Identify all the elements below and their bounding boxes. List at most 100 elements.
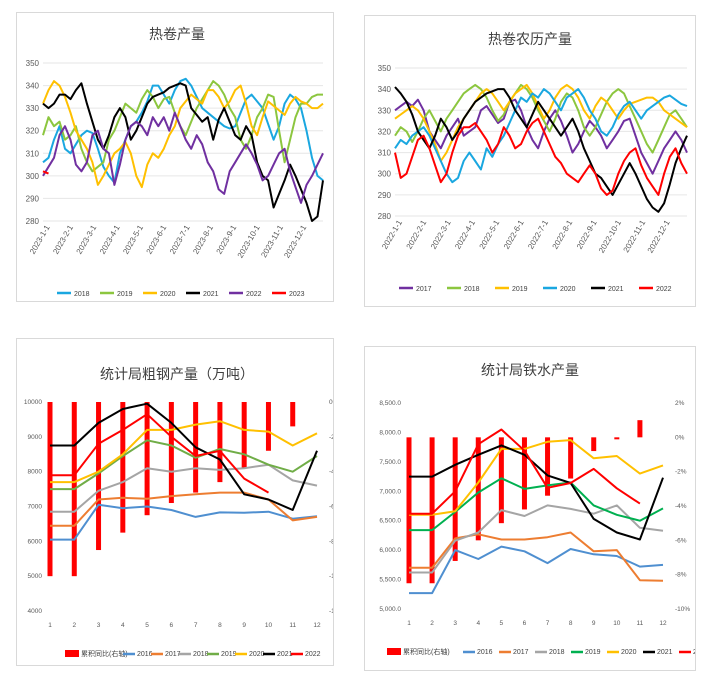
x-tick-label: 2023-4-1 [98, 223, 122, 256]
bar-cumulative-yoy [475, 437, 481, 541]
y-tick-label: 5,000.0 [379, 606, 401, 613]
bar-cumulative-yoy [217, 402, 223, 483]
hot-metal-output-chart: 统计局铁水产量 5,000.0 5,500.0 6,000.0 6,500.0 7,000… [379, 362, 695, 656]
x-tick-label: 2023-7-1 [168, 223, 192, 256]
y-tick-label: 8,500.0 [379, 400, 401, 407]
x-tick-label: 2022-4-1 [453, 218, 477, 251]
chart-panel-2: 热卷农历产量 280 290 300 310 320 330 340 350 2022-1-1 20… [364, 15, 696, 307]
legend-label-2018: 2018 [74, 291, 90, 298]
x-tick-label: 7 [194, 622, 198, 629]
y-tick-label: 9000 [28, 434, 43, 441]
bar-cumulative-yoy [545, 437, 551, 496]
x-tick-label: 3 [97, 622, 101, 629]
legend-label-2021: 2021 [657, 649, 673, 656]
series-line-2019 [409, 477, 664, 532]
legend-label-bars: 累积同比(右轴) [81, 649, 128, 658]
y-tick-label: 350 [378, 64, 392, 73]
y2-tick-label: 0% [329, 399, 333, 406]
y-tick-label: 6,000.0 [379, 547, 401, 554]
chart-title: 热卷产量 [149, 26, 205, 42]
legend-label-bars: 累积同比(右轴) [403, 647, 450, 656]
y-tick-label: 330 [26, 104, 40, 113]
x-tick-label: 7 [546, 620, 550, 627]
y-tick-label: 5,500.0 [379, 577, 401, 584]
legend-label-2019: 2019 [221, 651, 237, 658]
y-tick-label: 10000 [24, 399, 42, 406]
y-tick-label: 6000 [28, 538, 43, 545]
y-tick-label: 320 [26, 127, 40, 136]
y2-tick-label: -4% [329, 469, 333, 476]
x-tick-label: 12 [659, 620, 667, 627]
legend-label-2022: 2022 [656, 286, 672, 293]
x-tick-label: 5 [145, 622, 149, 629]
y2-tick-label: -12% [329, 608, 333, 615]
y2-tick-label: -6% [329, 504, 333, 511]
legend-label-2017: 2017 [165, 651, 181, 658]
legend-label-2022: 2022 [246, 291, 262, 298]
legend-label-2020: 2020 [560, 286, 576, 293]
series-line-2016 [50, 503, 318, 541]
bar-cumulative-yoy [265, 402, 271, 451]
series-line-2021 [409, 444, 664, 541]
series-line-2020 [50, 420, 318, 484]
bar-cumulative-yoy [96, 402, 102, 551]
y2-tick-label: -2% [329, 434, 333, 441]
series-line-2017 [50, 491, 318, 527]
x-tick-label: 12 [313, 622, 321, 629]
x-tick-label: 2023-8-1 [191, 223, 215, 256]
y2-tick-label: 0% [675, 434, 685, 441]
y-tick-label: 340 [378, 85, 392, 94]
x-tick-label: 2022-3-1 [429, 218, 453, 251]
y-tick-label: 290 [378, 191, 392, 200]
y-tick-label: 4000 [28, 608, 43, 615]
legend-label-2020: 2020 [160, 291, 176, 298]
x-tick-label: 2022-6-1 [502, 218, 526, 251]
series-line-2022 [394, 117, 688, 196]
x-tick-label: 2022-10-1 [597, 218, 623, 255]
chart-title: 热卷农历产量 [488, 31, 572, 47]
bar-cumulative-yoy [637, 420, 643, 438]
y-tick-label: 7,500.0 [379, 459, 401, 466]
legend-label-2019: 2019 [512, 286, 528, 293]
legend-label-2018: 2018 [464, 286, 480, 293]
x-tick-label: 2022-7-1 [526, 218, 550, 251]
x-tick-label: 2023-9-1 [215, 223, 239, 256]
x-tick-label: 9 [592, 620, 596, 627]
y2-tick-label: -6% [675, 537, 687, 544]
y-tick-label: 7,000.0 [379, 488, 401, 495]
series-line-2021 [394, 86, 688, 213]
legend-label-2019: 2019 [117, 291, 133, 298]
legend-swatch-bars [65, 650, 79, 657]
chart-panel-1: 热卷产量 280 290 300 310 320 330 340 350 2023-1-1 2023… [16, 12, 334, 302]
bar-cumulative-yoy [614, 437, 620, 440]
series-line-2021 [42, 82, 324, 222]
legend-label-2021: 2021 [203, 291, 219, 298]
series-line-2017 [394, 98, 688, 175]
x-tick-label: 4 [121, 622, 125, 629]
series-line-2022 [42, 111, 324, 204]
y2-tick-label: -8% [329, 538, 333, 545]
x-tick-label: 2022-8-1 [551, 218, 575, 251]
x-tick-label: 11 [637, 620, 644, 627]
y-tick-label: 6,500.0 [379, 518, 401, 525]
y-tick-label: 5000 [28, 573, 43, 580]
bar-cumulative-yoy [568, 437, 574, 479]
x-tick-label: 1 [407, 620, 411, 627]
x-tick-label: 2022-11-1 [622, 218, 648, 254]
bar-cumulative-yoy [498, 437, 504, 524]
x-tick-label: 2023-2-1 [51, 223, 75, 256]
series-line-2022 [50, 413, 269, 494]
legend-label-2022: 2022 [305, 651, 321, 658]
series-line-2016 [409, 545, 664, 595]
series-line-2020 [409, 439, 664, 516]
bar-cumulative-yoy [120, 402, 126, 533]
legend-label-2018: 2018 [549, 649, 565, 656]
x-tick-label: 2022-1-1 [380, 218, 404, 251]
legend-label-2020: 2020 [249, 651, 265, 658]
x-tick-label: 8 [569, 620, 573, 627]
x-tick-label: 2 [430, 620, 434, 627]
bar-cumulative-yoy [429, 437, 435, 584]
y2-tick-label: -8% [675, 572, 687, 579]
x-tick-label: 2023-3-1 [75, 223, 99, 256]
